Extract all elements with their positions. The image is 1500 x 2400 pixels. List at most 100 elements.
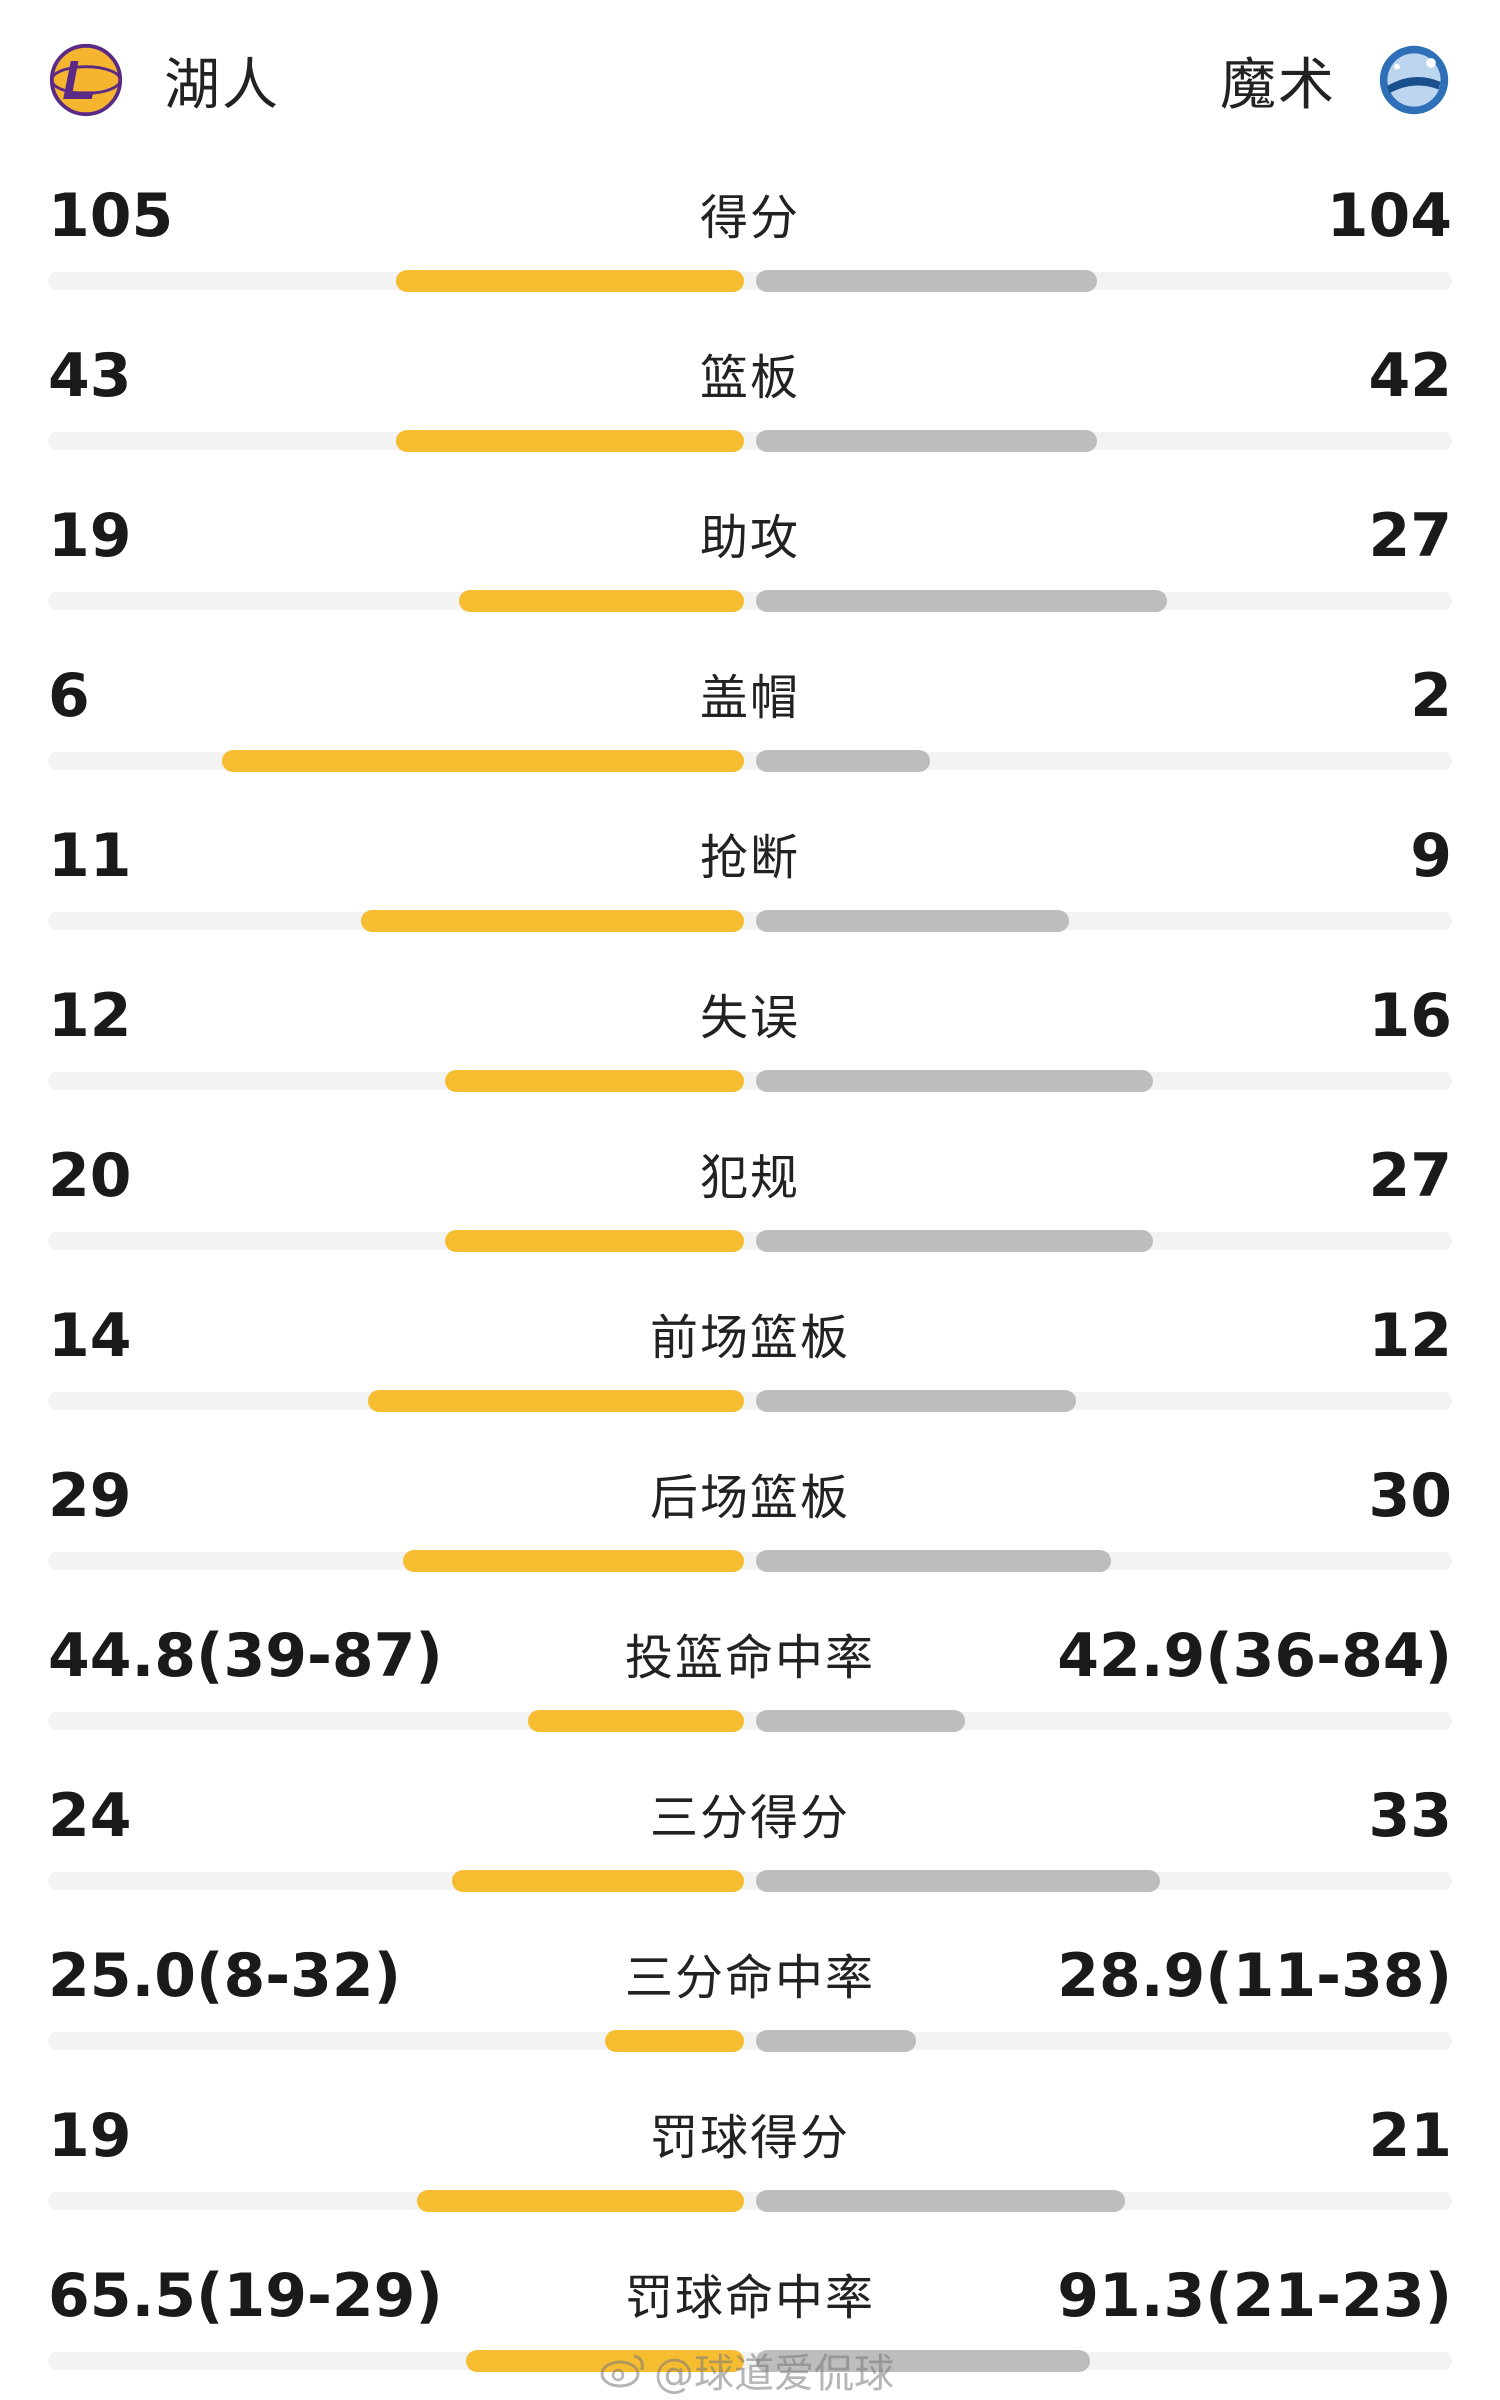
home-value: 19 [48,2101,132,2171]
home-value: 12 [48,981,132,1051]
away-bar [756,910,1069,932]
lakers-logo-icon [49,43,123,117]
home-bar [452,1870,744,1892]
home-bar [417,2190,744,2212]
away-value: 27 [1368,501,1453,571]
comparison-track [48,1872,1452,1890]
away-bar [756,1870,1160,1892]
home-value: 11 [48,821,132,891]
home-bar [396,430,744,452]
home-team[interactable]: 湖人 [48,38,280,122]
away-value: 2 [1410,661,1452,731]
away-bar [756,1070,1153,1092]
stat-label: 后场篮板 [649,1470,850,1526]
home-bar [459,590,744,612]
stat-row: 29 后场篮板 30 [0,1440,1500,1600]
stat-label: 三分命中率 [624,1950,875,2006]
away-value: 104 [1326,181,1452,251]
home-bar [445,1070,744,1092]
stat-row: 24 三分得分 33 [0,1760,1500,1920]
stat-label: 投篮命中率 [624,1630,875,1686]
away-value: 16 [1368,981,1453,1051]
home-value: 14 [48,1301,132,1371]
home-value: 43 [48,341,132,411]
stat-row: 44.8(39-87) 投篮命中率 42.9(36-84) [0,1600,1500,1760]
away-bar [756,1550,1111,1572]
stat-row: 65.5(19-29) 罚球命中率 91.3(21-23) [0,2240,1500,2400]
stat-label: 抢断 [699,830,800,886]
home-value: 20 [48,1141,132,1211]
comparison-track [48,2352,1452,2370]
away-bar [756,590,1167,612]
stat-label: 犯规 [699,1150,800,1206]
comparison-track [48,1712,1452,1730]
team-header: 湖人 魔术 [0,0,1500,160]
comparison-track [48,2032,1452,2050]
home-value: 6 [48,661,90,731]
comparison-track [48,1392,1452,1410]
away-team[interactable]: 魔术 [1220,38,1452,122]
home-bar [466,2350,744,2372]
away-value: 21 [1368,2101,1453,2171]
stat-label: 三分得分 [649,1790,850,1846]
away-value: 9 [1410,821,1452,891]
away-bar [756,2190,1125,2212]
home-value: 65.5(19-29) [48,2261,443,2331]
home-bar [445,1230,744,1252]
home-bar [528,1710,744,1732]
stat-row: 11 抢断 9 [0,800,1500,960]
stats-comparison-list: 105 得分 104 43 篮板 42 19 助攻 27 6 盖帽 2 11 抢断 9 12 失误 16 20 犯规 2… [0,160,1500,2400]
stat-row: 20 犯规 27 [0,1120,1500,1280]
stat-row: 12 失误 16 [0,960,1500,1120]
away-value: 30 [1368,1461,1453,1531]
stat-row: 105 得分 104 [0,160,1500,320]
home-bar [222,750,744,772]
stat-row: 19 助攻 27 [0,480,1500,640]
comparison-track [48,1232,1452,1250]
home-value: 24 [48,1781,132,1851]
home-value: 44.8(39-87) [48,1621,443,1691]
home-bar [605,2030,744,2052]
weibo-icon [600,2354,644,2388]
away-bar [756,270,1097,292]
stat-row: 19 罚球得分 21 [0,2080,1500,2240]
stat-label: 篮板 [699,350,800,406]
away-bar [756,2350,1090,2372]
away-bar [756,1390,1076,1412]
away-value: 28.9(11-38) [1057,1941,1452,2011]
home-value: 105 [48,181,174,251]
stat-label: 罚球得分 [649,2110,850,2166]
away-bar [756,1710,965,1732]
away-bar [756,430,1097,452]
home-bar [361,910,744,932]
stat-row: 25.0(8-32) 三分命中率 28.9(11-38) [0,1920,1500,2080]
watermark: @球道爱侃球 [600,2345,894,2397]
home-value: 29 [48,1461,132,1531]
home-value: 19 [48,501,132,571]
away-value: 42.9(36-84) [1057,1621,1452,1691]
away-bar [756,2030,916,2052]
comparison-track [48,272,1452,290]
home-bar [396,270,744,292]
stat-label: 罚球命中率 [624,2270,875,2326]
home-bar [368,1390,744,1412]
comparison-track [48,592,1452,610]
stat-label: 失误 [699,990,800,1046]
comparison-track [48,1072,1452,1090]
away-bar [756,750,930,772]
away-team-name: 魔术 [1220,52,1336,118]
comparison-track [48,1552,1452,1570]
comparison-track [48,2192,1452,2210]
away-value: 27 [1368,1141,1453,1211]
stat-label: 助攻 [699,510,800,566]
stat-row: 14 前场篮板 12 [0,1280,1500,1440]
away-value: 91.3(21-23) [1057,2261,1452,2331]
away-value: 33 [1368,1781,1453,1851]
stat-row: 6 盖帽 2 [0,640,1500,800]
stat-label: 盖帽 [699,670,800,726]
watermark-text: @球道爱侃球 [654,2351,894,2397]
away-value: 42 [1368,341,1453,411]
away-value: 12 [1368,1301,1453,1371]
comparison-track [48,432,1452,450]
home-value: 25.0(8-32) [48,1941,402,2011]
